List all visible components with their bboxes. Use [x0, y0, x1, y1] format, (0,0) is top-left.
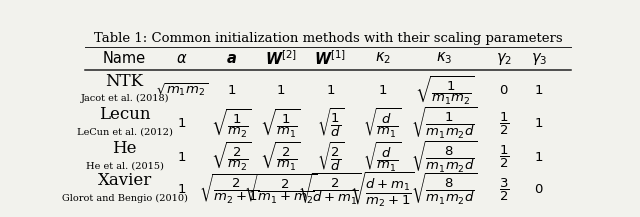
- Text: Xavier: Xavier: [97, 172, 152, 189]
- Text: $\sqrt{\dfrac{2}{m_2}}$: $\sqrt{\dfrac{2}{m_2}}$: [211, 141, 252, 173]
- Text: $\alpha$: $\alpha$: [176, 51, 188, 66]
- Text: $\boldsymbol{W}^{[1]}$: $\boldsymbol{W}^{[1]}$: [314, 49, 346, 68]
- Text: $\sqrt{\dfrac{2}{d+m_1}}$: $\sqrt{\dfrac{2}{d+m_1}}$: [298, 172, 362, 207]
- Text: $\sqrt{\dfrac{1}{d}}$: $\sqrt{\dfrac{1}{d}}$: [317, 107, 344, 140]
- Text: He: He: [113, 140, 137, 156]
- Text: $\sqrt{\dfrac{1}{m_1 m_2 d}}$: $\sqrt{\dfrac{1}{m_1 m_2 d}}$: [411, 106, 478, 141]
- Text: $\boldsymbol{a}$: $\boldsymbol{a}$: [226, 51, 237, 66]
- Text: $0$: $0$: [534, 183, 543, 196]
- Text: $1$: $1$: [534, 84, 543, 97]
- Text: $\sqrt{\dfrac{d}{m_1}}$: $\sqrt{\dfrac{d}{m_1}}$: [364, 107, 402, 140]
- Text: $\gamma_3$: $\gamma_3$: [531, 51, 547, 67]
- Text: $\dfrac{1}{2}$: $\dfrac{1}{2}$: [499, 144, 509, 170]
- Text: $1$: $1$: [276, 84, 285, 97]
- Text: $\sqrt{\dfrac{2}{m_1}}$: $\sqrt{\dfrac{2}{m_1}}$: [260, 141, 301, 173]
- Text: $\kappa_2$: $\kappa_2$: [374, 51, 390, 66]
- Text: Name: Name: [103, 51, 146, 66]
- Text: $\sqrt{\dfrac{8}{m_1 m_2 d}}$: $\sqrt{\dfrac{8}{m_1 m_2 d}}$: [411, 140, 478, 175]
- Text: $\sqrt{\dfrac{1}{m_2}}$: $\sqrt{\dfrac{1}{m_2}}$: [211, 108, 252, 140]
- Text: $\sqrt{\dfrac{2}{m_2+1}}$: $\sqrt{\dfrac{2}{m_2+1}}$: [200, 173, 263, 206]
- Text: Glorot and Bengio (2010): Glorot and Bengio (2010): [61, 194, 188, 203]
- Text: $\boldsymbol{W}^{[2]}$: $\boldsymbol{W}^{[2]}$: [265, 49, 297, 68]
- Text: Lecun: Lecun: [99, 106, 150, 123]
- Text: $\sqrt{\dfrac{1}{m_1 m_2}}$: $\sqrt{\dfrac{1}{m_1 m_2}}$: [415, 74, 474, 107]
- Text: $\sqrt{\dfrac{d+m_1}{m_2+1}}$: $\sqrt{\dfrac{d+m_1}{m_2+1}}$: [350, 171, 415, 209]
- Text: $1$: $1$: [177, 151, 186, 164]
- Text: $\sqrt{\dfrac{1}{m_1}}$: $\sqrt{\dfrac{1}{m_1}}$: [260, 108, 301, 140]
- Text: Jacot et al. (2018): Jacot et al. (2018): [81, 94, 169, 103]
- Text: $1$: $1$: [378, 84, 387, 97]
- Text: $\sqrt{\dfrac{2}{d}}$: $\sqrt{\dfrac{2}{d}}$: [317, 141, 344, 174]
- Text: $\dfrac{1}{2}$: $\dfrac{1}{2}$: [499, 111, 509, 137]
- Text: Table 1: Common initialization methods with their scaling parameters: Table 1: Common initialization methods w…: [93, 32, 563, 45]
- Text: $1$: $1$: [326, 84, 335, 97]
- Text: $\sqrt{\dfrac{d}{m_1}}$: $\sqrt{\dfrac{d}{m_1}}$: [364, 141, 402, 174]
- Text: He et al. (2015): He et al. (2015): [86, 161, 164, 170]
- Text: $\kappa_3$: $\kappa_3$: [436, 51, 452, 66]
- Text: NTK: NTK: [106, 73, 144, 90]
- Text: LeCun et al. (2012): LeCun et al. (2012): [77, 128, 173, 137]
- Text: $\dfrac{3}{2}$: $\dfrac{3}{2}$: [499, 177, 509, 203]
- Text: $\sqrt{\dfrac{2}{m_1+m_2}}$: $\sqrt{\dfrac{2}{m_1+m_2}}$: [244, 173, 317, 206]
- Text: $1$: $1$: [227, 84, 236, 97]
- Text: $0$: $0$: [499, 84, 509, 97]
- Text: $1$: $1$: [177, 183, 186, 196]
- Text: $\gamma_2$: $\gamma_2$: [496, 51, 512, 67]
- Text: $\sqrt{m_1 m_2}$: $\sqrt{m_1 m_2}$: [156, 82, 208, 99]
- Text: $\sqrt{\dfrac{8}{m_1 m_2 d}}$: $\sqrt{\dfrac{8}{m_1 m_2 d}}$: [411, 172, 478, 207]
- Text: $1$: $1$: [534, 151, 543, 164]
- Text: $1$: $1$: [177, 117, 186, 130]
- Text: $1$: $1$: [534, 117, 543, 130]
